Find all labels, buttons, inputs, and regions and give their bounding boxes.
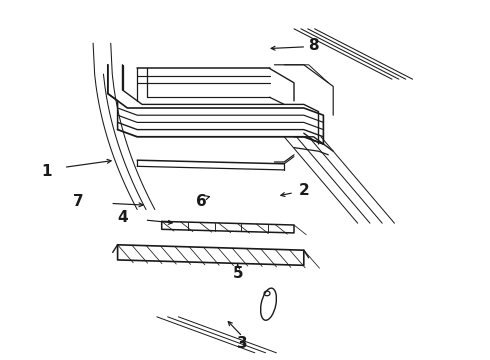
Text: 7: 7 (73, 194, 84, 209)
Text: 2: 2 (298, 183, 309, 198)
Text: 6: 6 (196, 194, 206, 209)
Text: 5: 5 (232, 266, 243, 281)
Text: 1: 1 (41, 163, 52, 179)
Text: 3: 3 (237, 336, 248, 351)
Text: 4: 4 (117, 210, 128, 225)
Text: 8: 8 (308, 37, 319, 53)
